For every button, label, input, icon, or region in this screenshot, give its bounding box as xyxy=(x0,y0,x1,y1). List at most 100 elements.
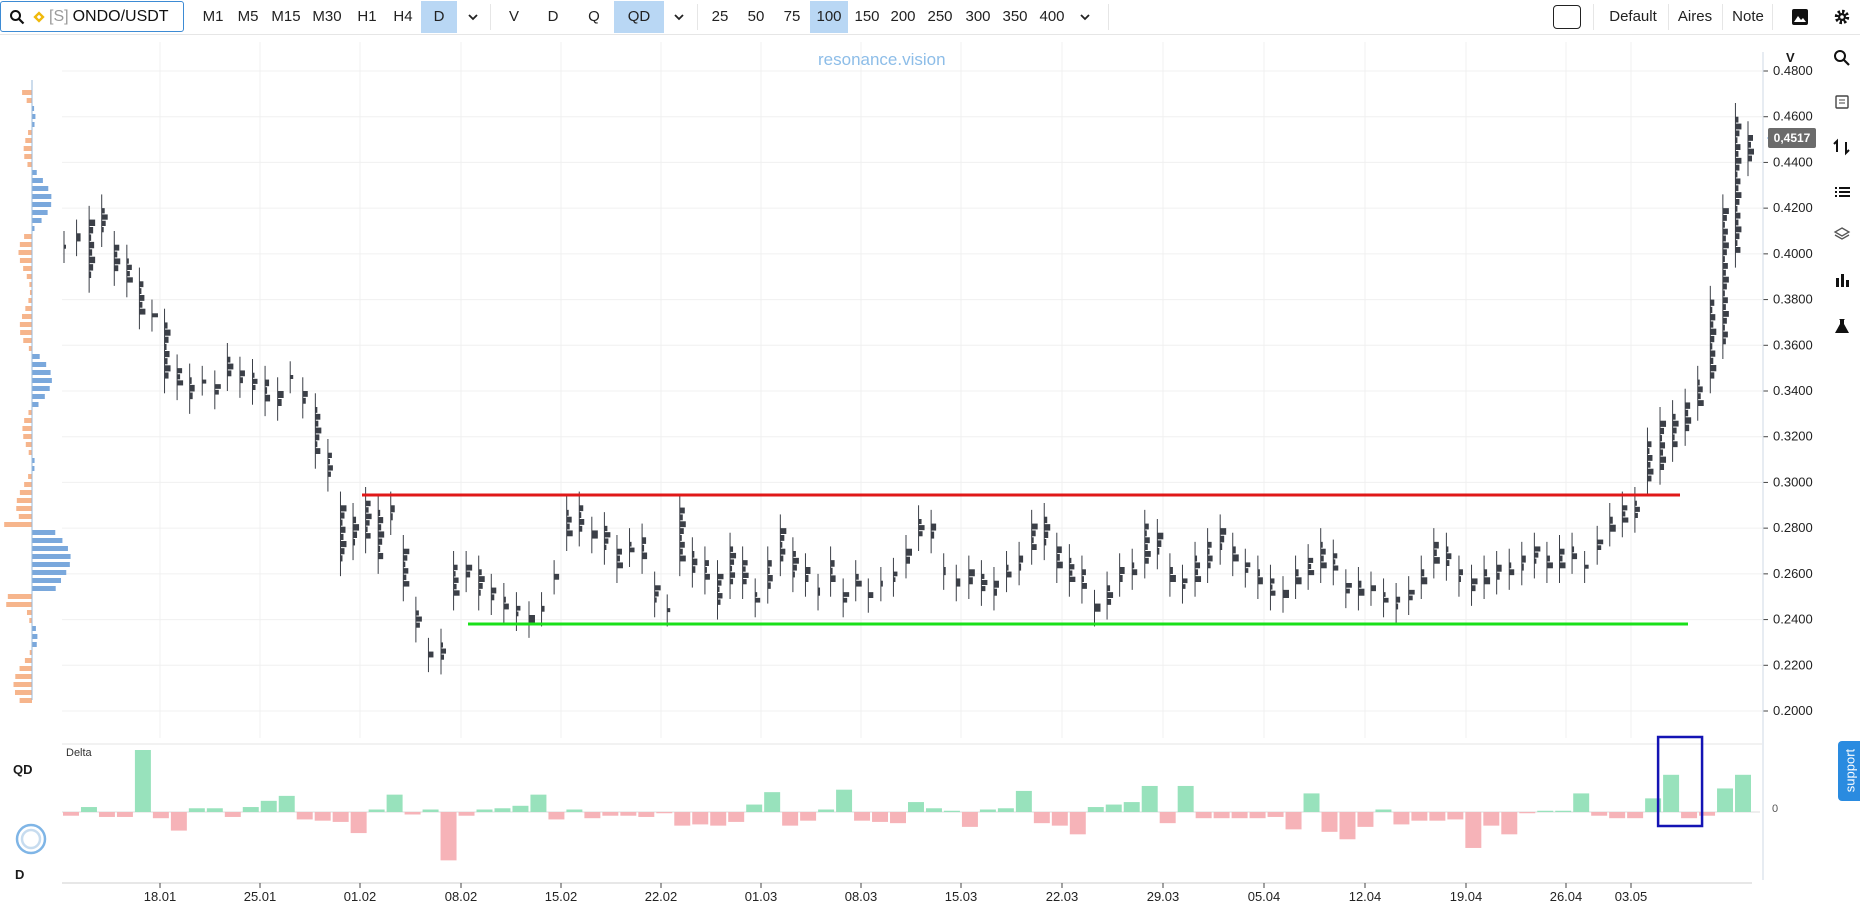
candle-cluster xyxy=(792,564,797,571)
list-icon[interactable] xyxy=(1830,180,1854,204)
size-250-button[interactable]: 250 xyxy=(927,8,953,25)
mode-q-button[interactable]: Q xyxy=(588,8,600,25)
candle-cluster xyxy=(164,372,169,379)
mode-d-button[interactable]: D xyxy=(547,8,559,25)
bar-chart-icon[interactable] xyxy=(1830,268,1854,292)
timeframe-m5-button[interactable]: M5 xyxy=(237,8,259,25)
timeframe-m1-button[interactable]: M1 xyxy=(202,8,224,25)
candle-cluster xyxy=(139,281,144,288)
candle-cluster xyxy=(855,573,859,580)
candle-cluster xyxy=(1220,543,1223,550)
candle-cluster xyxy=(1697,400,1704,406)
timeframe-m30-button[interactable]: M30 xyxy=(312,8,342,25)
candle-cluster xyxy=(1735,123,1742,130)
delta-bar xyxy=(620,812,637,816)
candle-cluster xyxy=(89,234,92,241)
square-toggle-button[interactable] xyxy=(1553,5,1581,29)
candle-cluster xyxy=(252,378,258,384)
candle-cluster xyxy=(1660,463,1665,470)
size-300-button[interactable]: 300 xyxy=(965,8,991,25)
settings-button[interactable] xyxy=(1828,1,1856,33)
size-150-button[interactable]: 150 xyxy=(854,8,880,25)
candle-cluster xyxy=(1735,192,1742,198)
timeframe-dropdown[interactable] xyxy=(460,1,486,33)
delta-bars xyxy=(62,735,1764,880)
time-tick-label: 29.03 xyxy=(1147,889,1180,904)
note-button[interactable]: Note xyxy=(1732,8,1764,25)
candle-cluster xyxy=(1685,409,1689,417)
delta-bar xyxy=(152,812,169,819)
candle-cluster xyxy=(1634,500,1637,506)
candle-cluster xyxy=(89,219,96,226)
candle-cluster xyxy=(290,375,294,379)
size-400-button[interactable]: 400 xyxy=(1039,8,1065,25)
candle-cluster xyxy=(353,524,360,531)
candle-cluster xyxy=(1722,297,1728,304)
candle-cluster xyxy=(403,574,407,581)
delta-bar xyxy=(1483,812,1500,826)
delta-bar xyxy=(1267,812,1284,817)
mode-v-button[interactable]: V xyxy=(508,8,519,25)
candle-cluster xyxy=(516,605,521,611)
profile-bar xyxy=(32,642,37,647)
candle-cluster xyxy=(415,616,422,622)
timeframe-m15-button[interactable]: M15 xyxy=(271,8,301,25)
candle-cluster xyxy=(855,580,862,587)
timeframe-h4-button[interactable]: H4 xyxy=(393,8,413,25)
candle-cluster xyxy=(1144,523,1149,530)
aires-button[interactable]: Aires xyxy=(1677,8,1713,25)
size-25-button[interactable]: 25 xyxy=(711,8,729,25)
candle-cluster xyxy=(1660,435,1663,442)
candle-cluster xyxy=(1710,299,1715,306)
size-75-button[interactable]: 75 xyxy=(783,8,801,25)
flask-icon[interactable] xyxy=(1830,314,1854,338)
candle-cluster xyxy=(1722,215,1727,221)
candle-cluster xyxy=(1195,562,1201,569)
search-icon[interactable] xyxy=(1830,46,1854,70)
candle-cluster xyxy=(1056,561,1063,569)
candle-cluster xyxy=(1546,562,1553,569)
support-tab[interactable]: support xyxy=(1838,741,1860,801)
screenshot-button[interactable] xyxy=(1786,1,1814,33)
candle-cluster xyxy=(1044,531,1049,538)
size-dropdown[interactable] xyxy=(1072,1,1098,33)
delta-bar xyxy=(764,792,781,812)
timeframe-h1-button[interactable]: H1 xyxy=(357,8,377,25)
delta-bar xyxy=(296,812,313,820)
price-tick-label: 0.4400 xyxy=(1773,154,1813,169)
mode-qd-button[interactable]: QD xyxy=(614,1,664,33)
swap-icon[interactable] xyxy=(1830,135,1854,159)
default-button[interactable]: Default xyxy=(1609,8,1657,25)
candle-cluster xyxy=(679,541,685,548)
delta-bar xyxy=(548,812,565,820)
layers-icon[interactable] xyxy=(1830,222,1854,246)
candle-cluster xyxy=(918,525,925,531)
candle-cluster xyxy=(1735,164,1740,171)
top-toolbar: [S] ONDO/USDT M1 M5 M15 M30 H1 H4 D V D … xyxy=(0,0,1860,35)
size-350-button[interactable]: 350 xyxy=(1002,8,1028,25)
delta-bar xyxy=(908,802,924,812)
candle-cluster xyxy=(1722,338,1726,345)
timeframe-d-button[interactable]: D xyxy=(421,1,457,33)
note-icon[interactable] xyxy=(1830,90,1854,114)
candle-cluster xyxy=(365,520,370,526)
size-50-button[interactable]: 50 xyxy=(747,8,765,25)
candle-cluster xyxy=(730,552,737,559)
size-100-button[interactable]: 100 xyxy=(810,1,848,33)
candle-cluster xyxy=(780,528,787,534)
symbol-search[interactable]: [S] ONDO/USDT xyxy=(0,1,184,32)
candle-cluster xyxy=(365,526,368,533)
mode-dropdown[interactable] xyxy=(666,1,692,33)
candle-cluster xyxy=(327,465,333,471)
delta-bar xyxy=(1339,812,1356,840)
candle-cluster xyxy=(177,380,184,386)
candle-cluster xyxy=(830,575,836,582)
candle-cluster xyxy=(1182,584,1186,589)
size-200-button[interactable]: 200 xyxy=(890,8,916,25)
delta-bar xyxy=(1393,812,1410,825)
candle-cluster xyxy=(101,214,108,220)
candle-cluster xyxy=(327,452,332,458)
delta-bar xyxy=(278,795,295,812)
candle-cluster xyxy=(1697,379,1700,386)
